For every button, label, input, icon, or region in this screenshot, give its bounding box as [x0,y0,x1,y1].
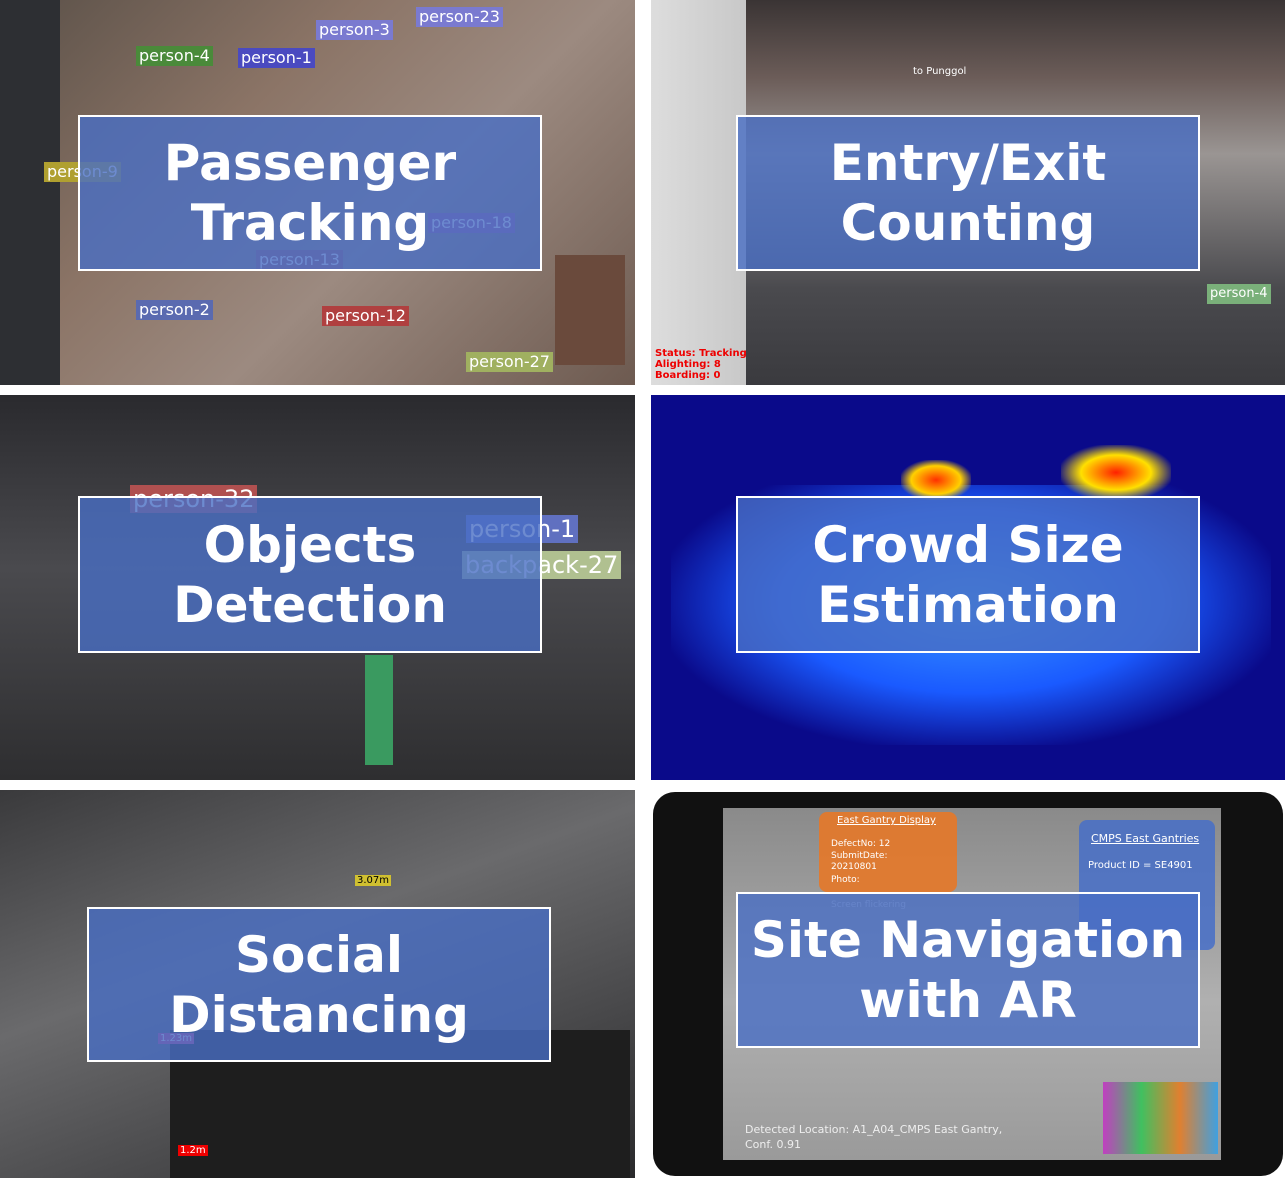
minimap [1103,1082,1218,1154]
door [0,0,60,385]
title-box: Site Navigation with AR [736,892,1200,1048]
heat [901,460,971,500]
ar-text: East Gantry Display [837,815,936,826]
title: Counting [840,194,1096,252]
title: Detection [173,575,447,634]
ar-text: Product ID = SE4901 [1088,860,1193,871]
label: person-1 [238,48,315,68]
title-box: Entry/Exit Counting [736,115,1200,271]
label: person-2 [136,300,213,320]
ar-text: Conf. 0.91 [745,1138,801,1151]
ar-text: SubmitDate: 20210801 [831,851,888,872]
distance: 1.2m [178,1145,208,1156]
distance: 3.07m [355,875,392,886]
ar-text: DefectNo: 12 [831,839,891,849]
title: Site Navigation [750,911,1186,969]
title: with AR [859,971,1077,1029]
ar-text: Photo: [831,875,860,885]
title-box: Crowd Size Estimation [736,496,1200,653]
ar-text: CMPS East Gantries [1091,832,1200,845]
title: Estimation [817,575,1119,634]
heat [1061,445,1171,500]
status: Alighting: 8 [655,359,721,370]
pillar [651,0,746,385]
label: person-3 [316,20,393,40]
ar-text: Detected Location: A1_A04_CMPS East Gant… [745,1123,1003,1136]
title: Distancing [169,985,469,1044]
title: Objects [203,515,417,574]
label: person-23 [416,7,503,27]
status: Status: Tracking [655,348,747,359]
title-box: Social Distancing [87,907,551,1062]
title-box: Passenger Tracking [78,115,542,271]
sign: to Punggol [913,66,967,77]
title: Passenger [163,134,457,192]
label: person-12 [322,306,409,326]
status: Boarding: 0 [655,370,721,381]
title: Tracking [190,194,430,252]
title-box: Objects Detection [78,496,542,653]
title: Entry/Exit [829,134,1107,192]
label: person-4 [136,46,213,66]
label: person-27 [466,352,553,372]
title: Crowd Size [812,515,1124,574]
label: person-4 [1207,284,1271,304]
bench [555,255,625,365]
ar-card [819,812,957,892]
title: Social [234,925,404,984]
floor-arrow [365,655,393,765]
